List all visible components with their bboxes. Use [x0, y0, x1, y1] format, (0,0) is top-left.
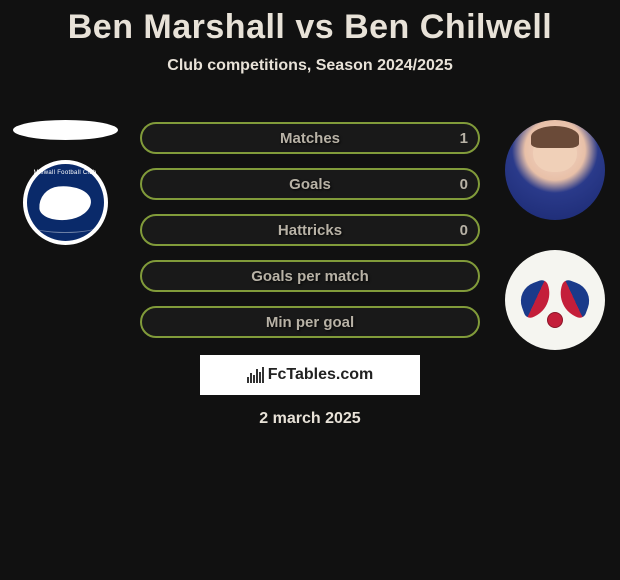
- source-logo: FcTables.com: [200, 355, 420, 395]
- stat-row-min-per-goal: Min per goal: [140, 306, 480, 338]
- date-label: 2 march 2025: [0, 410, 620, 428]
- right-player-photo: [505, 120, 605, 220]
- stat-label: Goals per match: [142, 268, 478, 285]
- left-club-badge: Millwall Football Club: [23, 160, 108, 245]
- stat-row-matches: Matches 1: [140, 122, 480, 154]
- logo-text: FcTables.com: [268, 366, 374, 384]
- stat-row-goals: Goals 0: [140, 168, 480, 200]
- left-club-label: Millwall Football Club: [34, 170, 97, 176]
- right-club-badge: [505, 250, 605, 350]
- stat-label: Goals: [142, 176, 478, 193]
- left-player-photo-placeholder: [13, 120, 118, 140]
- subtitle: Club competitions, Season 2024/2025: [0, 57, 620, 75]
- left-player-column: Millwall Football Club: [10, 120, 120, 245]
- stat-label: Hattricks: [142, 222, 478, 239]
- right-player-column: [500, 120, 610, 350]
- stat-right-value: 0: [460, 176, 468, 193]
- ball-icon: [547, 312, 563, 328]
- stat-label: Min per goal: [142, 314, 478, 331]
- stat-row-goals-per-match: Goals per match: [140, 260, 480, 292]
- stat-right-value: 1: [460, 130, 468, 147]
- page-title: Ben Marshall vs Ben Chilwell: [0, 0, 620, 47]
- stat-row-hattricks: Hattricks 0: [140, 214, 480, 246]
- chart-icon: [247, 367, 264, 383]
- stat-right-value: 0: [460, 222, 468, 239]
- stat-label: Matches: [142, 130, 478, 147]
- stats-container: Matches 1 Goals 0 Hattricks 0 Goals per …: [140, 122, 480, 338]
